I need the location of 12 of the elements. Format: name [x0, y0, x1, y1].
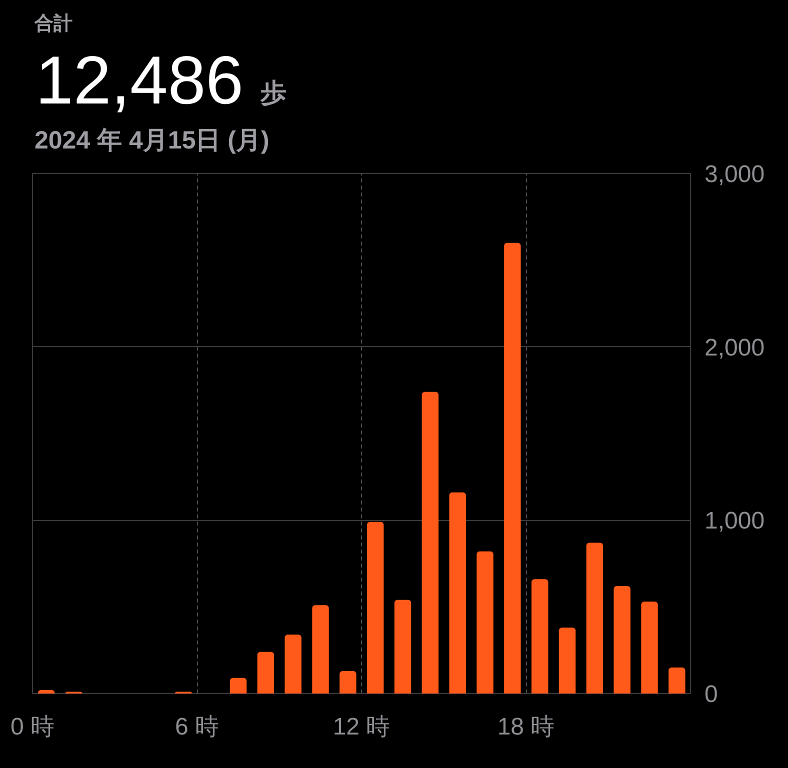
y-tick-label: 2,000	[704, 334, 765, 362]
text: 12,486	[36, 42, 244, 118]
y-tick-label: 1,000	[704, 508, 765, 535]
text: 歩	[259, 78, 286, 108]
y-tick-label: 0	[704, 681, 718, 708]
chart-title: 合計	[34, 12, 72, 34]
chart-subtitle: 2024 年 4月15日 (月)	[34, 126, 270, 154]
x-tick-label: 6 時	[174, 714, 220, 740]
x-tick-label: 0 時	[10, 714, 55, 740]
x-tick-label: 18 時	[497, 714, 555, 740]
y-tick-label: 3,000	[704, 161, 765, 188]
x-tick-label: 12 時	[332, 714, 390, 740]
